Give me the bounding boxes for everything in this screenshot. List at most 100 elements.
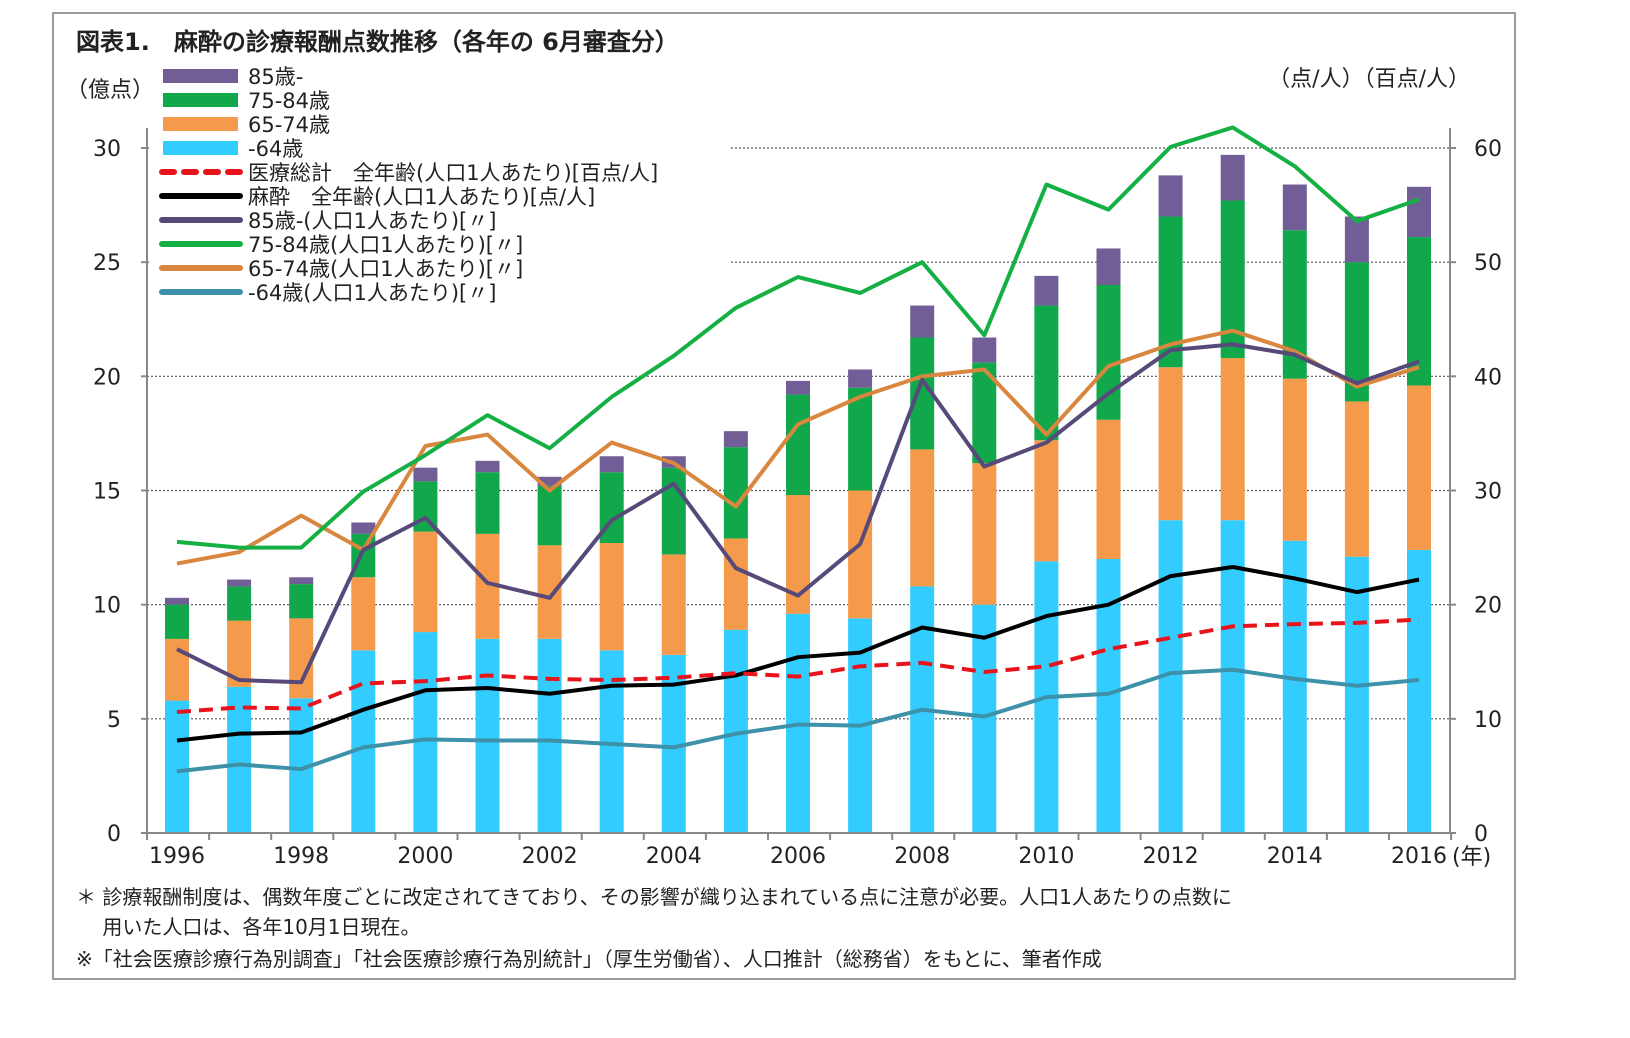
chart-title: 図表1. 麻酔の診療報酬点数推移（各年の 6月審査分） bbox=[76, 28, 679, 56]
bar-segment bbox=[972, 337, 997, 363]
bar-segment bbox=[661, 467, 686, 555]
right-tick-label: 0 bbox=[1474, 822, 1488, 847]
x-tick-label: 2002 bbox=[522, 844, 578, 869]
left-tick-label: 5 bbox=[107, 708, 121, 733]
bar-segment bbox=[537, 485, 562, 546]
legend-label: 85歳-(人口1人あたり)[〃] bbox=[248, 209, 496, 233]
left-tick-label: 0 bbox=[107, 822, 121, 847]
legend-label: 65-74歳(人口1人あたり)[〃] bbox=[248, 257, 523, 281]
bar-segment bbox=[351, 522, 376, 534]
left-tick-label: 25 bbox=[93, 251, 121, 276]
series-line bbox=[176, 342, 1420, 685]
bar-segment bbox=[1407, 549, 1431, 833]
right-tick-label: 30 bbox=[1474, 480, 1502, 505]
left-tick-label: 10 bbox=[93, 594, 121, 619]
bar-segment bbox=[599, 543, 624, 651]
series-line bbox=[176, 617, 1420, 714]
legend-label: 85歳- bbox=[248, 65, 303, 89]
bar-segment bbox=[1220, 520, 1245, 833]
bar-segment bbox=[1407, 385, 1431, 550]
legend-swatch bbox=[163, 93, 238, 107]
bar-segment bbox=[1344, 216, 1369, 263]
bar-segment bbox=[475, 638, 500, 833]
bar-segment bbox=[1034, 305, 1059, 441]
bar-segment bbox=[537, 476, 562, 486]
left-axis-label: （億点） bbox=[66, 78, 154, 103]
bar-segment bbox=[1220, 154, 1245, 201]
bar-segment bbox=[475, 472, 500, 534]
x-tick-label: 1998 bbox=[273, 844, 329, 869]
bar-segment bbox=[1096, 419, 1121, 559]
bar-segment bbox=[1282, 378, 1307, 541]
bar-segment bbox=[1096, 248, 1121, 285]
legend-label: 75-84歳 bbox=[248, 89, 330, 113]
right-tick-label: 50 bbox=[1474, 251, 1502, 276]
bar-segment bbox=[723, 431, 748, 448]
left-tick-label: 15 bbox=[93, 480, 121, 505]
bar-segment bbox=[165, 700, 189, 833]
x-tick-label: 2012 bbox=[1143, 844, 1199, 869]
bar-segment bbox=[227, 586, 252, 621]
legend-label: 医療総計 全年齢(人口1人あたり)[百点/人] bbox=[248, 161, 658, 185]
left-tick-label: 30 bbox=[93, 137, 121, 162]
bar-segment bbox=[413, 467, 438, 482]
bar-segment bbox=[165, 604, 189, 639]
bar-segment bbox=[1407, 186, 1431, 238]
bar-segment bbox=[165, 638, 189, 701]
bar-segment bbox=[848, 490, 873, 619]
bar-segment bbox=[537, 638, 562, 833]
legend-label: 75-84歳(人口1人あたり)[〃] bbox=[248, 233, 523, 257]
legend-swatch bbox=[163, 141, 238, 155]
x-tick-label: 2014 bbox=[1267, 844, 1323, 869]
bar-segment bbox=[1344, 556, 1369, 833]
footnote-1: ＊ 診療報酬制度は、偶数年度ごとに改定されてきており、その影響が織り込まれている… bbox=[76, 885, 1232, 909]
chart-frame bbox=[52, 12, 1516, 980]
legend-label: 65-74歳 bbox=[248, 113, 330, 137]
bar-segment bbox=[786, 380, 810, 395]
bar-segment bbox=[227, 686, 252, 833]
legend-label: -64歳(人口1人あたり)[〃] bbox=[248, 281, 496, 305]
bar-segment bbox=[599, 456, 624, 473]
right-axis-label: （点/人）（百点/人） bbox=[1268, 67, 1470, 92]
x-tick-label: 2006 bbox=[770, 844, 826, 869]
x-tick-label: 2016 bbox=[1391, 844, 1447, 869]
bar-segment bbox=[537, 545, 562, 639]
bar-segment bbox=[289, 584, 314, 619]
series-line bbox=[176, 125, 1420, 550]
series-line bbox=[176, 667, 1420, 774]
bar-segment bbox=[1220, 358, 1245, 521]
bar-segment bbox=[227, 579, 252, 587]
x-tick-label: 2010 bbox=[1018, 844, 1074, 869]
right-tick-label: 40 bbox=[1474, 365, 1502, 390]
legend-label: -64歳 bbox=[248, 137, 303, 161]
right-tick-label: 60 bbox=[1474, 137, 1502, 162]
x-axis-label: (年) bbox=[1452, 845, 1491, 870]
bar-segment bbox=[475, 460, 500, 473]
x-tick-label: 2008 bbox=[894, 844, 950, 869]
legend-label: 麻酔 全年齢(人口1人あたり)[点/人] bbox=[248, 185, 595, 209]
source-note: ※「社会医療診療行為別調査」「社会医療診療行為別統計」（厚生労働省）、人口推計（… bbox=[76, 947, 1102, 971]
bar-segment bbox=[848, 369, 873, 388]
bar-segment bbox=[786, 394, 810, 496]
bar-segment bbox=[972, 604, 997, 833]
series-line bbox=[176, 328, 1420, 566]
legend-swatch bbox=[163, 69, 238, 83]
legend-swatch bbox=[163, 117, 238, 131]
bar-segment bbox=[848, 387, 873, 491]
bar-segment bbox=[1158, 367, 1183, 521]
x-tick-label: 1996 bbox=[149, 844, 205, 869]
x-tick-label: 2004 bbox=[646, 844, 702, 869]
bar-segment bbox=[1282, 540, 1307, 833]
bar-segment bbox=[1034, 275, 1059, 306]
footnote-2: 用いた人口は、各年10月1日現在。 bbox=[76, 915, 421, 939]
bar-segment bbox=[910, 305, 935, 338]
left-tick-label: 20 bbox=[93, 365, 121, 390]
bar-segment bbox=[1034, 440, 1059, 562]
bar-segment bbox=[723, 538, 748, 630]
right-tick-label: 20 bbox=[1474, 594, 1502, 619]
legend-background bbox=[150, 62, 730, 302]
right-tick-label: 10 bbox=[1474, 708, 1502, 733]
bar-segment bbox=[351, 650, 376, 833]
bar-segment bbox=[661, 554, 686, 655]
